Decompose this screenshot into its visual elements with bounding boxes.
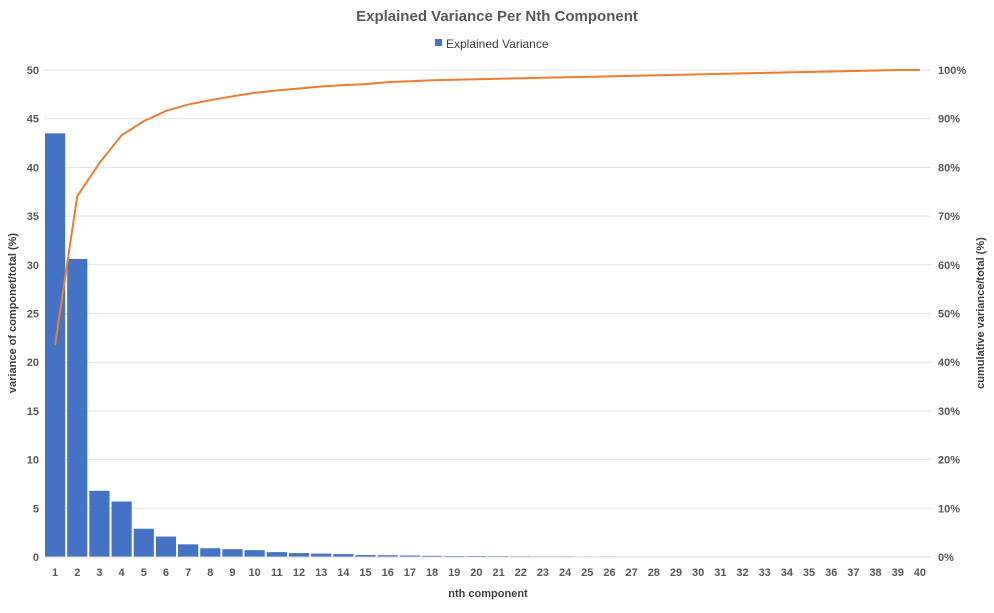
- x-tick-label: 23: [537, 567, 549, 579]
- x-tick-label: 19: [448, 567, 460, 579]
- x-tick-label: 37: [847, 567, 859, 579]
- y-tick-label: 0: [33, 552, 39, 564]
- x-tick-label: 1: [52, 567, 58, 579]
- y-tick-label: 15: [27, 406, 39, 418]
- y2-tick-label: 90%: [938, 114, 960, 126]
- bar: [399, 555, 420, 557]
- y2-tick-label: 0%: [938, 552, 954, 564]
- x-tick-label: 6: [163, 567, 169, 579]
- y-tick-label: 40: [27, 162, 39, 174]
- y-tick-label: 20: [27, 357, 39, 369]
- x-tick-label: 14: [337, 567, 350, 579]
- gridlines: [44, 69, 931, 509]
- x-tick-label: 11: [271, 567, 283, 579]
- x-tick-label: 34: [781, 567, 794, 579]
- x-tick-label: 32: [736, 567, 748, 579]
- bar: [133, 528, 154, 557]
- bar: [421, 555, 443, 557]
- x-tick-label: 5: [141, 567, 147, 579]
- cumulative-line-layer: [54, 69, 920, 346]
- legend-entry-explained-variance: Explained Variance: [446, 37, 549, 51]
- x-tick-label: 36: [825, 567, 837, 579]
- y-tick-label: 35: [27, 211, 39, 223]
- y-tick-label: 25: [27, 309, 39, 321]
- x-tick-label: 22: [515, 567, 527, 579]
- bar: [266, 552, 287, 557]
- x-tick-label: 40: [914, 567, 926, 579]
- x-tick-label: 13: [315, 567, 327, 579]
- x-tick-label: 9: [229, 567, 235, 579]
- x-tick-label: 30: [692, 567, 704, 579]
- chart-title: Explained Variance Per Nth Component: [356, 8, 638, 25]
- x-tick-label: 25: [581, 567, 593, 579]
- legend: Explained Variance: [435, 37, 549, 51]
- y-tick-label: 45: [27, 114, 39, 126]
- y2-tick-label: 70%: [938, 211, 960, 223]
- bar: [89, 490, 110, 557]
- y-tick-label: 30: [27, 260, 39, 272]
- bar: [355, 555, 376, 557]
- x-tick-label: 28: [648, 567, 660, 579]
- x-tick-label: 26: [603, 567, 615, 579]
- x-tick-label: 39: [892, 567, 904, 579]
- x-tick-label: 15: [359, 567, 371, 579]
- x-tick-label: 21: [492, 567, 504, 579]
- bars: [45, 133, 930, 558]
- cumulative-variance-line: [54, 69, 920, 346]
- bar: [67, 258, 88, 557]
- x-tick-label: 18: [426, 567, 438, 579]
- bar: [288, 553, 310, 557]
- y2-tick-label: 80%: [938, 162, 960, 174]
- y-axis-label: variance of componet/total (%): [7, 233, 19, 393]
- bar: [311, 553, 332, 557]
- x-tick-label: 20: [470, 567, 482, 579]
- x-axis-label: nth component: [448, 588, 528, 600]
- y2-axis-ticks: 0% 10% 20% 30% 40% 50% 60% 70% 80% 90% 100%: [938, 65, 966, 564]
- x-tick-label: 8: [207, 567, 213, 579]
- y2-axis-label: cumulative variance/total (%): [975, 237, 987, 389]
- x-tick-label: 35: [803, 567, 815, 579]
- bar: [111, 501, 132, 557]
- x-tick-label: 4: [119, 567, 126, 579]
- bar: [178, 544, 199, 557]
- x-tick-label: 7: [185, 567, 191, 579]
- bar: [155, 536, 177, 557]
- x-tick-label: 2: [74, 567, 80, 579]
- x-axis-ticks: 1 2 3 4 5 6 7 8 9 10 11 12 13 14 15 16 17 18 19 20 21 22 23 24 2…: [52, 567, 926, 579]
- y2-tick-label: 10%: [938, 503, 960, 515]
- bar: [377, 555, 398, 557]
- y2-tick-label: 40%: [938, 357, 960, 369]
- y2-tick-label: 100%: [938, 65, 966, 77]
- x-tick-label: 16: [382, 567, 394, 579]
- y2-tick-label: 60%: [938, 260, 960, 272]
- y-tick-label: 10: [27, 455, 39, 467]
- x-tick-label: 33: [759, 567, 771, 579]
- bar: [222, 549, 243, 557]
- x-tick-label: 12: [293, 567, 305, 579]
- x-tick-label: 38: [869, 567, 881, 579]
- x-tick-label: 10: [249, 567, 261, 579]
- x-tick-label: 17: [404, 567, 416, 579]
- x-tick-label: 29: [670, 567, 682, 579]
- y2-tick-label: 30%: [938, 406, 960, 418]
- x-tick-label: 3: [96, 567, 102, 579]
- legend-swatch-explained-variance: [435, 39, 442, 46]
- y-tick-label: 50: [27, 65, 39, 77]
- y-axis-ticks: 0 5 10 15 20 25 30 35 40 45 50: [27, 65, 39, 564]
- bar: [200, 548, 221, 557]
- bar: [333, 554, 354, 557]
- x-tick-label: 24: [559, 567, 572, 579]
- y-tick-label: 5: [33, 503, 39, 515]
- y2-tick-label: 20%: [938, 455, 960, 467]
- x-tick-label: 27: [626, 567, 638, 579]
- bar: [244, 550, 265, 557]
- x-tick-label: 31: [714, 567, 726, 579]
- y2-tick-label: 50%: [938, 309, 960, 321]
